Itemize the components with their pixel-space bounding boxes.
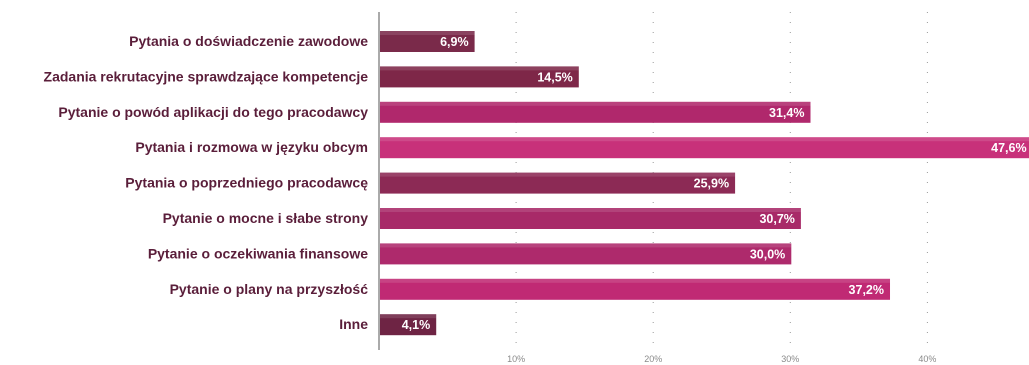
bar-value-label: 14,5% xyxy=(537,70,572,84)
bar xyxy=(380,172,736,194)
bar-highlight xyxy=(380,66,579,71)
x-tick-label: 20% xyxy=(644,354,662,364)
bar-highlight xyxy=(380,243,792,248)
bar-highlight xyxy=(380,101,811,106)
x-tick-label: 10% xyxy=(507,354,525,364)
bar xyxy=(380,137,1029,159)
x-tick-labels: 10% 20% 30% 40% xyxy=(507,354,936,364)
category-label: Pytania o poprzedniego pracodawcę xyxy=(125,175,368,191)
bar-highlight xyxy=(380,31,475,35)
bar-value-label: 6,9% xyxy=(440,35,469,49)
category-label: Pytania i rozmowa w języku obcym xyxy=(135,139,368,155)
bar xyxy=(380,208,801,229)
category-labels: Pytania o doświadczenie zawodowe Zadania … xyxy=(44,33,369,332)
bar-value-label: 31,4% xyxy=(769,106,804,120)
x-tick-label: 40% xyxy=(918,354,936,364)
bars-group: 6,9% 14,5% 31,4% 47,6% 25,9% 30,7% 30,0% 37,2% 4… xyxy=(380,31,1029,336)
category-label: Inne xyxy=(339,316,368,332)
bar-value-label: 30,0% xyxy=(750,247,785,261)
category-label: Pytania o doświadczenie zawodowe xyxy=(129,33,368,49)
category-label: Pytanie o plany na przyszłość xyxy=(170,281,369,297)
bar-highlight xyxy=(380,172,736,177)
bar-value-label: 30,7% xyxy=(759,212,794,226)
bar-highlight xyxy=(380,208,801,212)
bar-value-label: 4,1% xyxy=(402,318,431,332)
bar xyxy=(380,243,792,265)
bar xyxy=(380,278,891,300)
bar xyxy=(380,101,811,123)
bar xyxy=(380,66,579,88)
x-tick-label: 30% xyxy=(781,354,799,364)
bar-value-label: 37,2% xyxy=(849,283,884,297)
bar-highlight xyxy=(380,278,891,283)
category-label: Zadania rekrutacyjne sprawdzające kompet… xyxy=(44,68,369,84)
bar-highlight xyxy=(380,137,1029,142)
category-label: Pytanie o mocne i słabe strony xyxy=(163,210,369,226)
bar xyxy=(380,314,437,336)
category-label: Pytanie o powód aplikacji do tego pracod… xyxy=(58,104,368,120)
bar-value-label: 47,6% xyxy=(991,141,1026,155)
category-label: Pytanie o oczekiwania finansowe xyxy=(148,245,368,261)
bar-value-label: 25,9% xyxy=(694,177,729,191)
bar-highlight xyxy=(380,314,437,319)
bar xyxy=(380,31,475,52)
